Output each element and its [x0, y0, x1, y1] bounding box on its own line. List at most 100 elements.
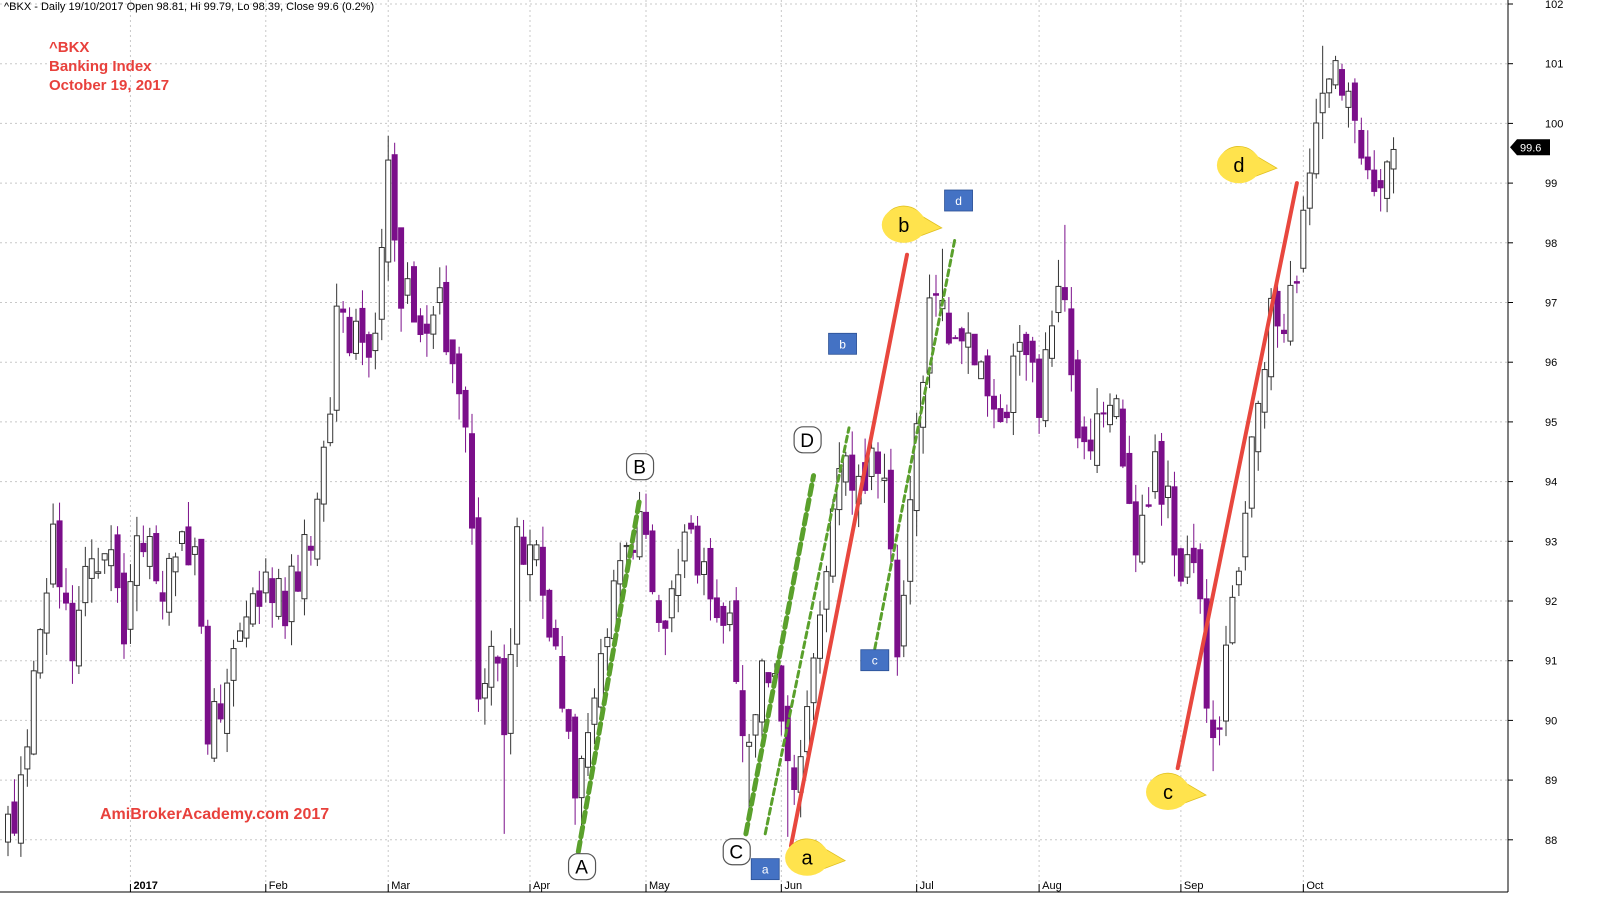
candle-body: [681, 531, 688, 562]
candle-body: [958, 328, 965, 342]
candle-body: [733, 600, 740, 682]
candle-body: [533, 544, 540, 561]
title-symbol: ^BKX: [49, 39, 90, 56]
candle-body: [933, 293, 939, 296]
candle-body: [1255, 402, 1262, 453]
callout-label-b: b: [898, 215, 909, 237]
candle-body: [1042, 349, 1049, 422]
wave-label-B: B: [633, 458, 646, 479]
candle-body: [82, 565, 89, 604]
title-date: October 19, 2017: [49, 77, 170, 94]
candle-body: [668, 588, 675, 619]
candle-body: [1184, 554, 1191, 578]
candle-body: [217, 703, 224, 720]
candle-body: [1036, 358, 1043, 418]
x-tick-label: 2017: [133, 880, 157, 892]
candle-body: [101, 553, 108, 561]
candle-body: [881, 477, 888, 481]
candle-body: [1087, 439, 1094, 452]
candle-body: [262, 571, 269, 594]
candle-body: [1081, 426, 1088, 443]
candle-body: [907, 499, 914, 582]
candle-body: [404, 278, 411, 296]
wave-label-A: A: [575, 858, 588, 879]
candle-body: [481, 683, 488, 699]
candle-body: [1384, 161, 1391, 199]
candle-body: [804, 706, 811, 753]
candle-body: [1132, 501, 1139, 556]
candle-body: [1010, 355, 1017, 413]
candle-body: [655, 600, 662, 623]
candle-body: [1326, 78, 1333, 94]
y-tick-label: 89: [1545, 775, 1557, 787]
candle-body: [1364, 156, 1371, 171]
candle-body: [1223, 644, 1229, 722]
candle-body: [713, 597, 720, 619]
y-tick-label: 90: [1545, 715, 1557, 727]
candle-body: [965, 332, 972, 348]
candle-body: [95, 571, 102, 574]
candle-body: [127, 581, 134, 630]
candle-body: [1055, 285, 1062, 314]
candle-body: [887, 469, 894, 550]
candle-body: [1319, 92, 1326, 114]
candle-body: [597, 653, 604, 708]
candle-body: [1351, 82, 1358, 121]
candle-body: [63, 592, 69, 604]
candle-body: [30, 670, 37, 755]
candle-body: [307, 545, 314, 551]
candle-body: [875, 451, 881, 474]
candle-body: [662, 620, 669, 629]
candle-body: [462, 389, 469, 428]
candle-body: [475, 517, 482, 700]
candle-body: [1197, 549, 1204, 600]
candle-body: [172, 556, 179, 573]
candle-body: [720, 605, 727, 626]
candle-body: [1377, 180, 1384, 189]
candle-body: [1158, 440, 1165, 505]
point-tag-a: a: [762, 863, 769, 877]
candle-body: [11, 801, 18, 834]
last-price-tag: [1510, 139, 1550, 156]
candle-body: [701, 561, 707, 575]
candle-body: [494, 656, 501, 664]
candle-body: [1126, 452, 1133, 504]
candle-body: [514, 526, 521, 645]
candle-body: [527, 544, 533, 576]
candle-body: [688, 522, 695, 530]
y-tick-label: 95: [1545, 417, 1557, 429]
x-tick-label: Feb: [269, 880, 288, 892]
candle-body: [211, 701, 218, 759]
candle-body: [153, 533, 160, 582]
candle-body: [353, 320, 359, 354]
candle-body: [900, 594, 907, 647]
wave-label-D: D: [800, 431, 814, 452]
candle-body: [1274, 290, 1281, 327]
candle-body: [1061, 287, 1068, 301]
green-trend-line: [873, 235, 957, 651]
candle-body: [423, 323, 430, 334]
candle-body: [894, 559, 901, 658]
last-price-label: 99.6: [1520, 142, 1541, 154]
candle-body: [166, 557, 173, 613]
candle-body: [726, 612, 733, 626]
callout-bubble-body: [785, 839, 830, 876]
candle-body: [1029, 340, 1036, 363]
candle-body: [1074, 359, 1081, 439]
candle-body: [707, 547, 714, 600]
candle-body: [675, 574, 682, 596]
candle-body: [849, 454, 856, 491]
candle-body: [552, 627, 559, 647]
point-tag-c: c: [872, 654, 878, 668]
candle-body: [133, 535, 140, 586]
candle-body: [817, 614, 823, 659]
title-name: Banking Index: [49, 58, 152, 75]
candle-body: [791, 767, 798, 790]
candle-body: [520, 536, 527, 565]
callout-label-c: c: [1163, 782, 1173, 804]
candle-body: [346, 316, 353, 354]
candle-body: [204, 625, 211, 745]
candle-body: [585, 732, 591, 768]
candle-body: [469, 433, 475, 529]
